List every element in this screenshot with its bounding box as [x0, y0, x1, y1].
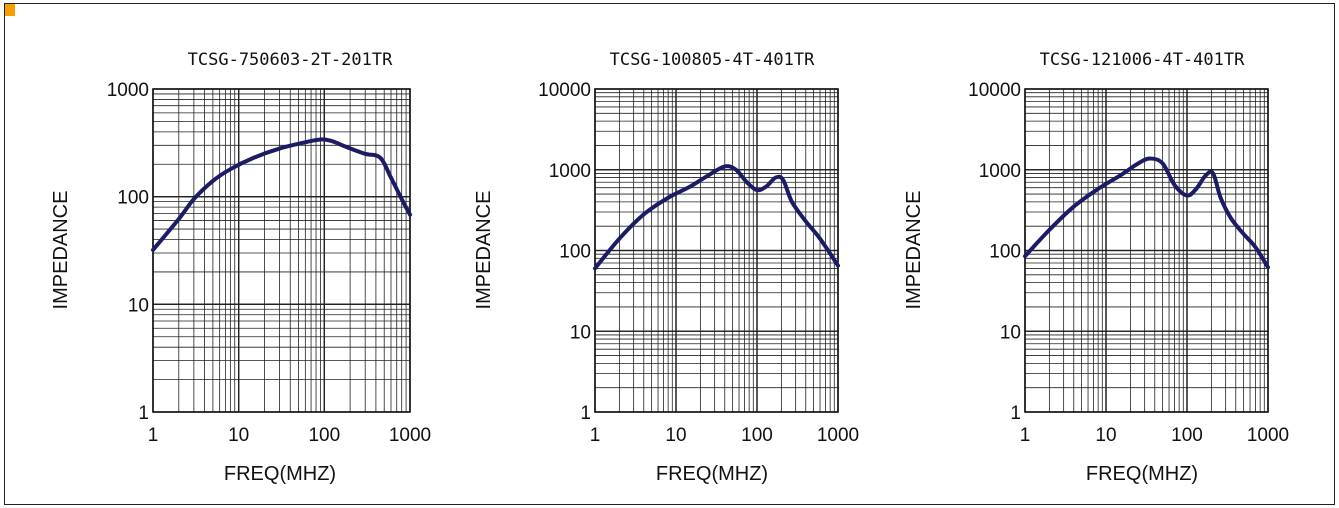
- impedance-curve: [1023, 156, 1270, 270]
- corner-accent: [5, 4, 15, 16]
- x-tick-label: 100: [308, 425, 340, 446]
- y-axis-label: IMPEDANCE: [903, 191, 925, 310]
- y-tick-label: 10000: [538, 80, 591, 101]
- x-tick-label: 1000: [817, 425, 859, 446]
- y-tick-label: 1000: [549, 161, 591, 182]
- grid: [152, 88, 411, 413]
- chart-title: TCSG-750603-2T-201TR: [188, 50, 393, 70]
- chart-title: TCSG-100805-4T-401TR: [610, 50, 815, 70]
- y-tick-label: 10: [1000, 322, 1021, 343]
- grid: [594, 88, 839, 413]
- y-tick-label: 10: [128, 295, 149, 316]
- plot-border: [594, 88, 839, 413]
- chart-tcsg-750603: TCSG-750603-2T-201TR IMPEDANCE FREQ(MHZ)…: [50, 50, 431, 485]
- y-tick-label: 1000: [979, 161, 1021, 182]
- y-tick-label: 1: [580, 403, 591, 424]
- y-tick-label: 1: [138, 403, 149, 424]
- x-tick-label: 1: [590, 425, 601, 446]
- y-tick-label: 1: [1010, 403, 1021, 424]
- y-axis-label: IMPEDANCE: [50, 191, 72, 310]
- x-tick-label: 1: [148, 425, 159, 446]
- y-tick-label: 10: [570, 322, 591, 343]
- x-tick-label: 1: [1020, 425, 1031, 446]
- x-axis-label: FREQ(MHZ): [1086, 463, 1198, 485]
- x-axis-label: FREQ(MHZ): [656, 463, 768, 485]
- plot-border: [1024, 88, 1269, 413]
- x-tick-label: 10: [1095, 425, 1116, 446]
- chart-tcsg-100805: TCSG-100805-4T-401TR IMPEDANCE FREQ(MHZ)…: [473, 50, 859, 485]
- x-axis-label: FREQ(MHZ): [224, 463, 336, 485]
- x-tick-label: 100: [1171, 425, 1203, 446]
- chart-title: TCSG-121006-4T-401TR: [1040, 50, 1245, 70]
- x-tick-label: 10: [665, 425, 686, 446]
- impedance-curve: [151, 137, 412, 252]
- x-tick-label: 100: [741, 425, 773, 446]
- plot-border: [152, 88, 411, 413]
- impedance-curve: [593, 164, 840, 271]
- y-axis-label: IMPEDANCE: [473, 191, 495, 310]
- x-tick-label: 1000: [389, 425, 431, 446]
- y-tick-label: 100: [989, 242, 1021, 263]
- y-tick-label: 100: [559, 242, 591, 263]
- chart-tcsg-121006: TCSG-121006-4T-401TR IMPEDANCE FREQ(MHZ)…: [903, 50, 1289, 485]
- y-tick-label: 10000: [968, 80, 1021, 101]
- grid: [1024, 88, 1269, 413]
- y-tick-label: 1000: [107, 80, 149, 101]
- y-tick-label: 100: [117, 188, 149, 209]
- x-tick-label: 1000: [1247, 425, 1289, 446]
- x-tick-label: 10: [228, 425, 249, 446]
